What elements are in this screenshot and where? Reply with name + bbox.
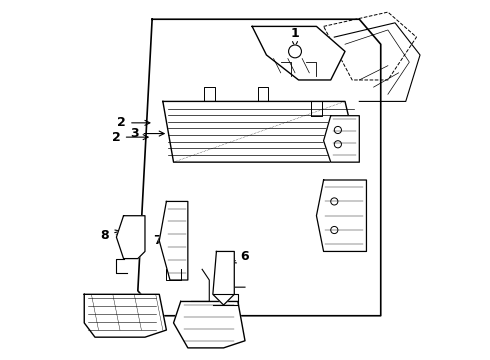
Polygon shape — [163, 102, 359, 162]
Text: 9: 9 — [198, 327, 206, 346]
Polygon shape — [173, 301, 245, 348]
Text: 5: 5 — [335, 138, 357, 151]
Polygon shape — [117, 216, 145, 258]
Circle shape — [289, 45, 301, 58]
Text: 2: 2 — [118, 116, 150, 129]
Text: 7: 7 — [153, 234, 172, 247]
Polygon shape — [323, 116, 359, 162]
Text: 10: 10 — [94, 317, 114, 335]
Text: 6: 6 — [231, 250, 249, 263]
Text: 8: 8 — [100, 229, 121, 242]
Polygon shape — [252, 26, 345, 80]
Text: 2: 2 — [112, 131, 148, 144]
Polygon shape — [159, 202, 188, 280]
Text: 4: 4 — [327, 213, 357, 226]
Text: 1: 1 — [291, 27, 299, 46]
Polygon shape — [213, 251, 234, 305]
Text: 3: 3 — [130, 127, 164, 140]
Polygon shape — [84, 294, 167, 337]
Polygon shape — [317, 180, 367, 251]
